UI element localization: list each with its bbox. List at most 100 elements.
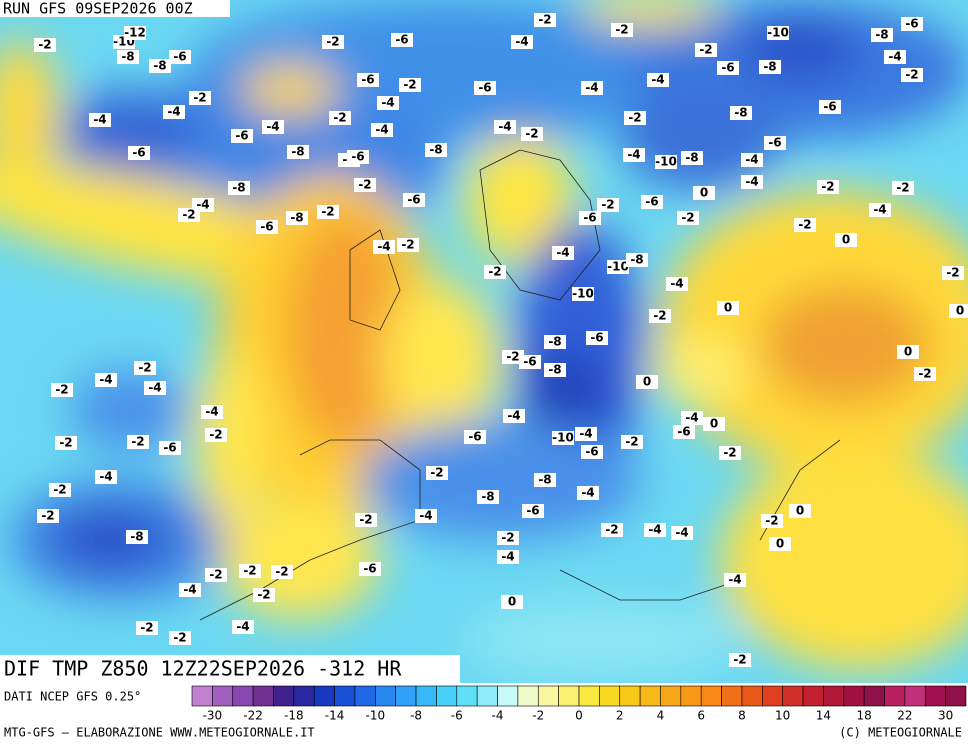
footer-left: MTG-GFS — ELABORAZIONE WWW.METEOGIORNALE… xyxy=(4,726,315,740)
contour-label-bg xyxy=(253,588,275,602)
contour-label-bg xyxy=(759,60,781,74)
contour-label-bg xyxy=(95,470,117,484)
contour-label-bg xyxy=(169,50,191,64)
contour-label: -2 xyxy=(209,568,222,582)
contour-label: -2 xyxy=(733,653,746,667)
contour-label: -4 xyxy=(167,105,180,119)
contour-label-bg xyxy=(717,301,739,315)
contour-label: -6 xyxy=(583,211,596,225)
contour-label-bg xyxy=(415,509,437,523)
contour-label-bg xyxy=(817,180,839,194)
contour-label: 0 xyxy=(956,304,964,318)
contour-label-bg xyxy=(497,550,519,564)
contour-label: -2 xyxy=(625,435,638,449)
contour-label-bg xyxy=(819,100,841,114)
contour-label-bg xyxy=(34,38,56,52)
contour-label-bg xyxy=(677,211,699,225)
scale-swatch xyxy=(782,685,804,707)
contour-label-bg xyxy=(647,73,669,87)
contour-label: -6 xyxy=(163,441,176,455)
scale-swatch xyxy=(273,685,295,707)
contour-label-bg xyxy=(95,373,117,387)
header-box xyxy=(0,0,230,17)
contour-label-bg xyxy=(730,106,752,120)
contour-label-bg xyxy=(477,490,499,504)
contour-label-bg xyxy=(949,304,968,318)
contour-label-bg xyxy=(179,583,201,597)
scale-swatch xyxy=(578,685,600,707)
contour-label-bg xyxy=(717,61,739,75)
contour-label: -8 xyxy=(538,473,551,487)
scale-swatch xyxy=(863,685,885,707)
contour-label: -2 xyxy=(430,466,443,480)
contour-label-bg xyxy=(355,513,377,527)
scale-label: 18 xyxy=(857,709,872,723)
contour-label: -2 xyxy=(401,238,414,252)
contour-label-bg xyxy=(607,260,629,274)
contour-label-bg xyxy=(623,148,645,162)
contour-label: -6 xyxy=(361,73,374,87)
contour-label: -2 xyxy=(333,111,346,125)
contour-label: -8 xyxy=(685,151,698,165)
contour-label: -4 xyxy=(501,550,514,564)
contour-label-bg xyxy=(597,198,619,212)
contour-label-bg xyxy=(359,562,381,576)
contour-label: -4 xyxy=(651,73,664,87)
contour-label: -2 xyxy=(723,446,736,460)
contour-label: -8 xyxy=(734,106,747,120)
contour-label: -2 xyxy=(918,367,931,381)
contour-label: -2 xyxy=(525,127,538,141)
contour-label-bg xyxy=(655,155,677,169)
contour-label-bg xyxy=(892,181,914,195)
scale-label: -30 xyxy=(203,709,223,723)
contour-label-bg xyxy=(391,33,413,47)
contour-label-bg xyxy=(205,568,227,582)
contour-label-bg xyxy=(136,621,158,635)
contour-label-bg xyxy=(178,208,200,222)
contour-label: -2 xyxy=(821,180,834,194)
scale-swatch xyxy=(660,685,682,707)
scale-swatch xyxy=(721,685,743,707)
contour-label: -10 xyxy=(552,431,574,445)
contour-label-bg xyxy=(403,193,425,207)
contour-label: -6 xyxy=(768,136,781,150)
contour-label-bg xyxy=(124,26,146,40)
contour-label-bg xyxy=(871,28,893,42)
contour-label-bg xyxy=(835,233,857,247)
contour-label-bg xyxy=(522,504,544,518)
contour-label-bg xyxy=(719,446,741,460)
contour-label: -6 xyxy=(173,50,186,64)
map-field xyxy=(0,0,968,683)
contour-label: -2 xyxy=(53,483,66,497)
contour-label-bg xyxy=(521,127,543,141)
contour-label: -4 xyxy=(745,175,758,189)
scale-swatch xyxy=(762,685,783,707)
contour-label-bg xyxy=(37,509,59,523)
contour-label-bg xyxy=(767,26,789,40)
contour-label: -4 xyxy=(675,526,688,540)
scale-swatch xyxy=(843,685,865,707)
scale-swatch xyxy=(375,685,396,707)
contour-label: -4 xyxy=(99,470,112,484)
contour-label: -6 xyxy=(823,100,836,114)
scale-swatch xyxy=(436,685,458,707)
contour-label-bg xyxy=(117,50,139,64)
contour-label: 0 xyxy=(724,301,732,315)
contour-label-bg xyxy=(502,350,524,364)
contour-label: -6 xyxy=(526,504,539,518)
contour-label-bg xyxy=(586,331,608,345)
contour-label-bg xyxy=(134,361,156,375)
contour-label: 0 xyxy=(710,417,718,431)
contour-label-bg xyxy=(497,531,519,545)
contour-label: -8 xyxy=(630,253,643,267)
contour-label: -4 xyxy=(581,486,594,500)
contour-label: -4 xyxy=(585,81,598,95)
contour-label: -2 xyxy=(601,198,614,212)
contour-label: -6 xyxy=(645,195,658,209)
scale-swatch xyxy=(741,685,763,707)
contour-label: -8 xyxy=(481,490,494,504)
contour-label-bg xyxy=(126,530,148,544)
contour-label-bg xyxy=(347,150,369,164)
contour-label-bg xyxy=(575,427,597,441)
contour-label-bg xyxy=(666,277,688,291)
